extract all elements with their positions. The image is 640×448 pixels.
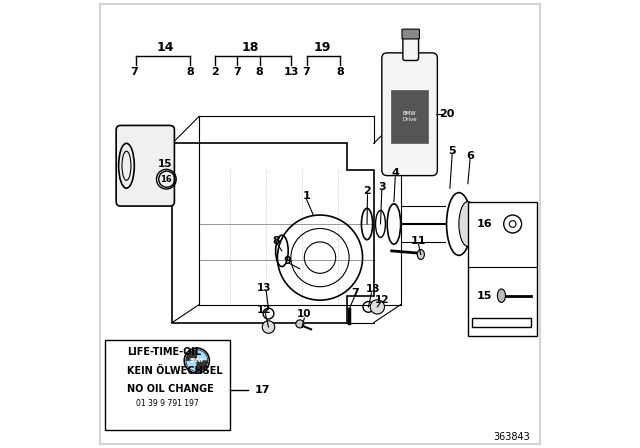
Text: 5: 5 bbox=[449, 146, 456, 156]
Text: 7: 7 bbox=[130, 67, 138, 77]
FancyBboxPatch shape bbox=[391, 90, 428, 143]
Wedge shape bbox=[186, 361, 197, 371]
Text: 11: 11 bbox=[411, 236, 426, 246]
Text: 7: 7 bbox=[303, 67, 310, 77]
Text: NO OIL CHANGE: NO OIL CHANGE bbox=[127, 384, 214, 394]
Circle shape bbox=[186, 350, 207, 371]
Text: 19: 19 bbox=[314, 40, 331, 54]
Text: 363843: 363843 bbox=[494, 432, 531, 442]
Text: 10: 10 bbox=[297, 310, 312, 319]
FancyBboxPatch shape bbox=[402, 29, 419, 39]
Text: 8: 8 bbox=[255, 67, 264, 77]
Text: 20: 20 bbox=[438, 109, 454, 119]
Text: 13: 13 bbox=[257, 283, 272, 293]
FancyBboxPatch shape bbox=[105, 340, 230, 430]
Text: 12: 12 bbox=[374, 295, 389, 305]
Text: 17: 17 bbox=[255, 385, 271, 395]
Text: 12: 12 bbox=[257, 306, 271, 315]
Text: 7: 7 bbox=[233, 67, 241, 77]
Text: 15: 15 bbox=[158, 159, 173, 168]
Text: 16: 16 bbox=[477, 219, 492, 229]
Text: 15: 15 bbox=[477, 291, 492, 301]
Text: 13: 13 bbox=[365, 284, 380, 294]
Wedge shape bbox=[186, 350, 197, 361]
Ellipse shape bbox=[417, 250, 424, 259]
Text: 9: 9 bbox=[284, 256, 292, 266]
Text: 13: 13 bbox=[283, 67, 299, 77]
Text: LIFE-TIME-OIL: LIFE-TIME-OIL bbox=[127, 347, 202, 357]
Text: 16: 16 bbox=[161, 175, 172, 184]
Text: 8: 8 bbox=[186, 67, 194, 77]
FancyBboxPatch shape bbox=[403, 31, 419, 60]
Circle shape bbox=[184, 348, 209, 373]
Circle shape bbox=[370, 300, 385, 314]
FancyBboxPatch shape bbox=[116, 125, 174, 206]
Text: 6: 6 bbox=[466, 151, 474, 161]
Text: BMW: BMW bbox=[189, 358, 204, 363]
Text: BMW
Drive: BMW Drive bbox=[403, 111, 417, 122]
Text: 3: 3 bbox=[378, 182, 386, 192]
FancyBboxPatch shape bbox=[382, 53, 437, 176]
Text: 4: 4 bbox=[391, 168, 399, 178]
Wedge shape bbox=[197, 350, 207, 361]
Text: 01 39 9 791 197: 01 39 9 791 197 bbox=[136, 399, 199, 408]
Text: 1: 1 bbox=[303, 191, 310, 201]
Circle shape bbox=[262, 321, 275, 333]
Wedge shape bbox=[197, 361, 207, 371]
Text: KEIN ÖLWECHSEL: KEIN ÖLWECHSEL bbox=[127, 366, 223, 375]
Text: 2: 2 bbox=[364, 186, 371, 196]
Text: 8: 8 bbox=[336, 67, 344, 77]
Text: 7: 7 bbox=[351, 288, 359, 297]
Text: 2: 2 bbox=[211, 67, 219, 77]
Text: 14: 14 bbox=[157, 40, 174, 54]
Ellipse shape bbox=[459, 202, 477, 246]
Text: 8: 8 bbox=[273, 236, 280, 246]
FancyBboxPatch shape bbox=[100, 4, 540, 444]
Ellipse shape bbox=[296, 320, 304, 328]
FancyBboxPatch shape bbox=[468, 202, 538, 336]
Ellipse shape bbox=[497, 289, 506, 302]
Text: 18: 18 bbox=[242, 40, 259, 54]
